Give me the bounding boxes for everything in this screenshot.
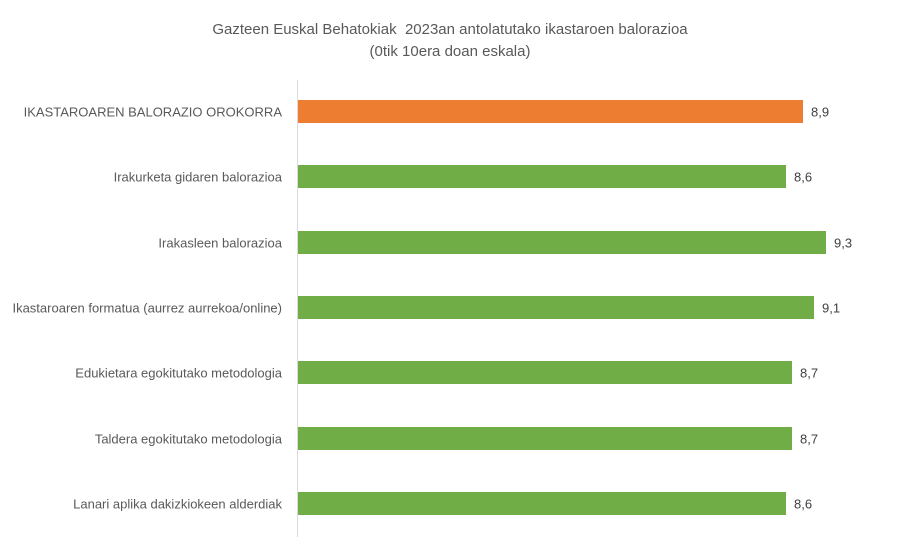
category-label: Irakasleen balorazioa bbox=[158, 235, 282, 250]
data-label: 8,6 bbox=[794, 496, 813, 511]
chart-title: Gazteen Euskal Behatokiak 2023an antolat… bbox=[0, 19, 900, 63]
bar[interactable] bbox=[298, 296, 814, 319]
bar-row: IKASTAROAREN BALORAZIO OROKORRA 8,9 bbox=[0, 100, 900, 123]
data-label: 8,7 bbox=[800, 431, 819, 446]
category-label: Irakurketa gidaren balorazioa bbox=[113, 169, 282, 184]
chart-subtitle: (0tik 10era doan eskala) bbox=[369, 43, 531, 60]
data-label: 8,6 bbox=[794, 169, 813, 184]
bar[interactable] bbox=[298, 231, 826, 254]
bar-row: Irakasleen balorazioa 9,3 bbox=[0, 231, 900, 254]
data-label: 9,3 bbox=[834, 235, 853, 250]
bar-row: Taldera egokitutako metodologia 8,7 bbox=[0, 427, 900, 450]
category-label: Lanari aplika dakizkiokeen alderdiak bbox=[73, 496, 282, 511]
bar-row: Edukietara egokitutako metodologia 8,7 bbox=[0, 361, 900, 384]
category-axis-line bbox=[297, 80, 298, 537]
bar-row: Lanari aplika dakizkiokeen alderdiak 8,6 bbox=[0, 492, 900, 515]
data-label: 9,1 bbox=[822, 300, 841, 315]
bar[interactable] bbox=[298, 165, 786, 188]
bar-row: Ikastaroaren formatua (aurrez aurrekoa/o… bbox=[0, 296, 900, 319]
data-label: 8,7 bbox=[800, 365, 819, 380]
bar[interactable] bbox=[298, 427, 792, 450]
bar-row: Irakurketa gidaren balorazioa 8,6 bbox=[0, 165, 900, 188]
category-label: Ikastaroaren formatua (aurrez aurrekoa/o… bbox=[12, 300, 282, 315]
chart-title-line1: Gazteen Euskal Behatokiak 2023an antolat… bbox=[212, 21, 688, 38]
data-label: 8,9 bbox=[811, 104, 830, 119]
category-label: Edukietara egokitutako metodologia bbox=[75, 365, 282, 380]
category-label: Taldera egokitutako metodologia bbox=[94, 431, 282, 446]
bar[interactable] bbox=[298, 492, 786, 515]
category-label: IKASTAROAREN BALORAZIO OROKORRA bbox=[23, 104, 282, 119]
bar[interactable] bbox=[298, 361, 792, 384]
bar[interactable] bbox=[298, 100, 803, 123]
